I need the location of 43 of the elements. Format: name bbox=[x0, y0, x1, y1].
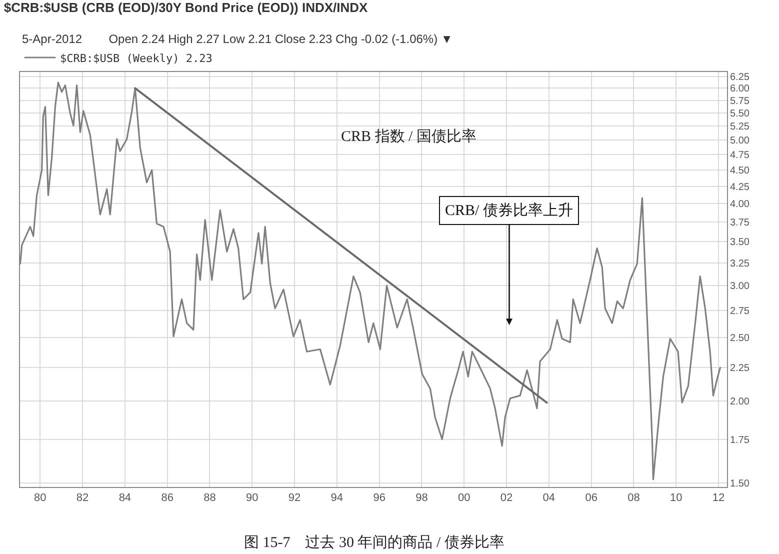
x-tick-label: 02 bbox=[500, 492, 513, 504]
y-tick-label: 2.25 bbox=[730, 363, 750, 374]
y-tick-label: 5.25 bbox=[730, 122, 750, 133]
y-tick-label: 2.00 bbox=[730, 396, 750, 408]
y-tick-label: 3.00 bbox=[730, 281, 750, 292]
x-tick-label: 98 bbox=[416, 492, 428, 504]
x-tick-label: 92 bbox=[288, 492, 301, 504]
chart-title: $CRB:$USB (CRB (EOD)/30Y Bond Price (EOD)) INDX/INDX bbox=[4, 0, 368, 15]
y-tick-label: 4.75 bbox=[730, 150, 750, 162]
y-tick-label: 5.75 bbox=[730, 96, 750, 107]
x-tick-label: 08 bbox=[628, 492, 640, 504]
annotation: CRB/ 债券比率上升 bbox=[445, 202, 573, 219]
y-tick-label: 2.50 bbox=[730, 333, 750, 344]
annotation: CRB 指数 / 国债比率 bbox=[341, 128, 476, 145]
y-tick-label: 1.50 bbox=[730, 478, 750, 490]
x-tick-label: 12 bbox=[712, 492, 725, 504]
y-tick-label: 6.00 bbox=[730, 84, 750, 95]
y-tick-label: 1.75 bbox=[730, 434, 750, 446]
x-tick-label: 90 bbox=[246, 492, 258, 504]
x-tick-label: 96 bbox=[373, 492, 386, 504]
x-tick-label: 84 bbox=[118, 492, 132, 504]
chart-subtitle: 5-Apr-2012 Open 2.24 High 2.27 Low 2.21 Close 2.23 Chg -0.02 (-1.06%) ▼ bbox=[22, 32, 453, 46]
x-tick-label: 82 bbox=[76, 492, 89, 504]
y-tick-label: 4.00 bbox=[730, 199, 750, 210]
y-tick-label: 3.75 bbox=[730, 218, 750, 229]
caption: 图 15-7 过去 30 年间的商品 / 债券比率 bbox=[244, 534, 504, 551]
y-tick-label: 5.50 bbox=[730, 108, 750, 120]
x-tick-label: 10 bbox=[670, 492, 682, 504]
x-tick-label: 88 bbox=[204, 492, 216, 504]
y-tick-label: 2.75 bbox=[730, 306, 750, 317]
x-tick-label: 06 bbox=[585, 492, 598, 504]
y-tick-label: 4.25 bbox=[730, 182, 750, 193]
legend-label: $CRB:$USB (Weekly) 2.23 bbox=[60, 52, 212, 65]
y-tick-label: 6.25 bbox=[730, 72, 750, 84]
x-tick-label: 04 bbox=[542, 492, 556, 504]
y-tick-label: 5.00 bbox=[730, 136, 750, 147]
x-tick-label: 80 bbox=[34, 492, 46, 504]
x-tick-label: 00 bbox=[458, 492, 470, 504]
x-tick-label: 86 bbox=[161, 492, 174, 504]
x-tick-label: 94 bbox=[330, 492, 344, 504]
y-tick-label: 3.25 bbox=[730, 258, 750, 270]
y-tick-label: 4.50 bbox=[730, 166, 750, 177]
y-tick-label: 3.50 bbox=[730, 237, 750, 248]
